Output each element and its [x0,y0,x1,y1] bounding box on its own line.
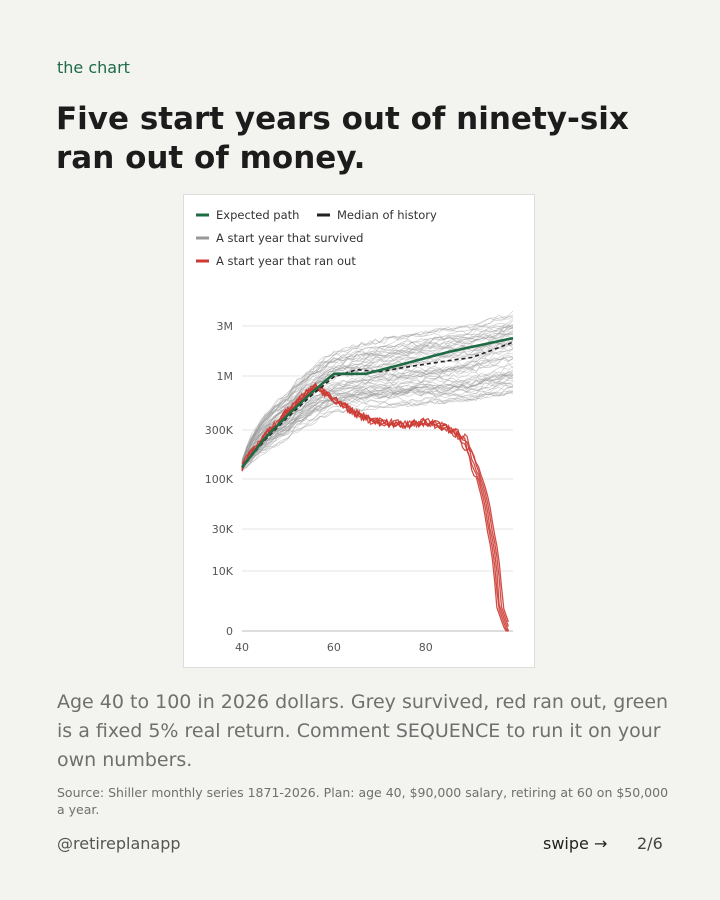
survived-line [241,391,514,468]
legend-label-ran_out: A start year that ran out [216,254,356,268]
survived-line [241,326,514,465]
survived-line [241,371,514,468]
survived-line [241,316,514,461]
ran-out-lines [241,381,510,632]
survived-line [241,370,514,470]
survived-line [241,314,514,462]
survived-line [241,373,514,469]
survived-line [241,391,514,471]
survived-line [241,331,514,462]
swipe-button[interactable]: swipe → [543,834,607,853]
survived-line [241,348,514,464]
expected-line [240,336,514,469]
survived-line [241,320,514,462]
survived-line [241,326,514,464]
survived-line [241,318,514,464]
survived-line [241,386,514,472]
median-line [241,341,514,468]
survived-line [241,325,514,466]
survived-line [241,374,514,472]
survived-lines [241,310,514,472]
chart-legend: Expected path Median of history A start ye… [196,208,437,268]
y-tick-300K: 300K [205,424,234,437]
survived-line [241,366,514,469]
x-tick-40: 40 [235,641,249,654]
survived-line [241,371,514,470]
survived-line [241,381,514,472]
survived-line [241,390,514,469]
survived-line [241,386,514,471]
legend-label-median: Median of history [337,208,437,222]
survived-line [241,326,514,462]
y-tick-3M: 3M [217,320,234,333]
account-handle[interactable]: @retireplanapp [57,834,181,853]
ran-out-line [241,385,510,632]
kicker-label: the chart [57,58,130,77]
survived-line [241,332,514,464]
survived-line [241,310,514,463]
chart-gridlines [242,325,513,572]
x-axis: 40 60 80 [235,630,513,654]
survived-line [241,374,513,465]
survived-line [241,374,514,467]
survived-line [241,390,514,469]
survived-line [241,370,514,467]
survived-line [241,354,514,469]
survived-line [241,377,514,472]
survived-line [241,340,514,467]
source-note: Source: Shiller monthly series 1871-2026… [57,785,669,817]
x-tick-60: 60 [327,641,341,654]
survived-line [241,316,514,465]
survived-line [241,382,514,469]
survived-line [241,324,514,465]
survived-line [241,352,514,470]
survived-line [241,339,514,460]
summary-lines [240,336,514,469]
survived-line [241,327,514,466]
survived-line [241,369,514,466]
ran-out-line [241,385,509,632]
arrow-right-icon: → [593,834,608,853]
legend-label-survived: A start year that survived [216,231,363,245]
y-axis: 0 10K 30K 100K 300K 1M 3M [205,320,234,638]
legend-label-expected: Expected path [216,208,299,222]
y-tick-100K: 100K [205,473,234,486]
y-tick-30K: 30K [212,523,234,536]
survived-line [241,379,514,470]
survived-line [241,348,514,468]
survived-line [241,382,514,469]
survived-line [241,374,514,467]
x-tick-80: 80 [419,641,433,654]
line-chart: Expected path Median of history A start ye… [196,208,514,654]
survived-line [241,362,514,467]
survived-line [241,355,514,467]
survived-line [241,324,514,460]
survived-line [241,331,514,464]
survived-line [241,378,514,468]
headline: Five start years out of ninety-six ran o… [56,101,629,176]
survived-line [241,329,514,464]
y-tick-0: 0 [226,625,233,638]
survived-line [241,390,514,470]
survived-line [241,374,514,471]
survived-line [241,380,514,471]
survived-line [241,343,514,467]
chart-caption: Age 40 to 100 in 2026 dollars. Grey surv… [57,691,669,771]
chart-card: Expected path Median of history A start ye… [183,194,535,668]
y-tick-1M: 1M [217,370,234,383]
y-tick-10K: 10K [212,565,234,578]
survived-line [241,333,514,463]
page-indicator: 2/6 [637,834,663,853]
swipe-label: swipe [543,834,589,853]
